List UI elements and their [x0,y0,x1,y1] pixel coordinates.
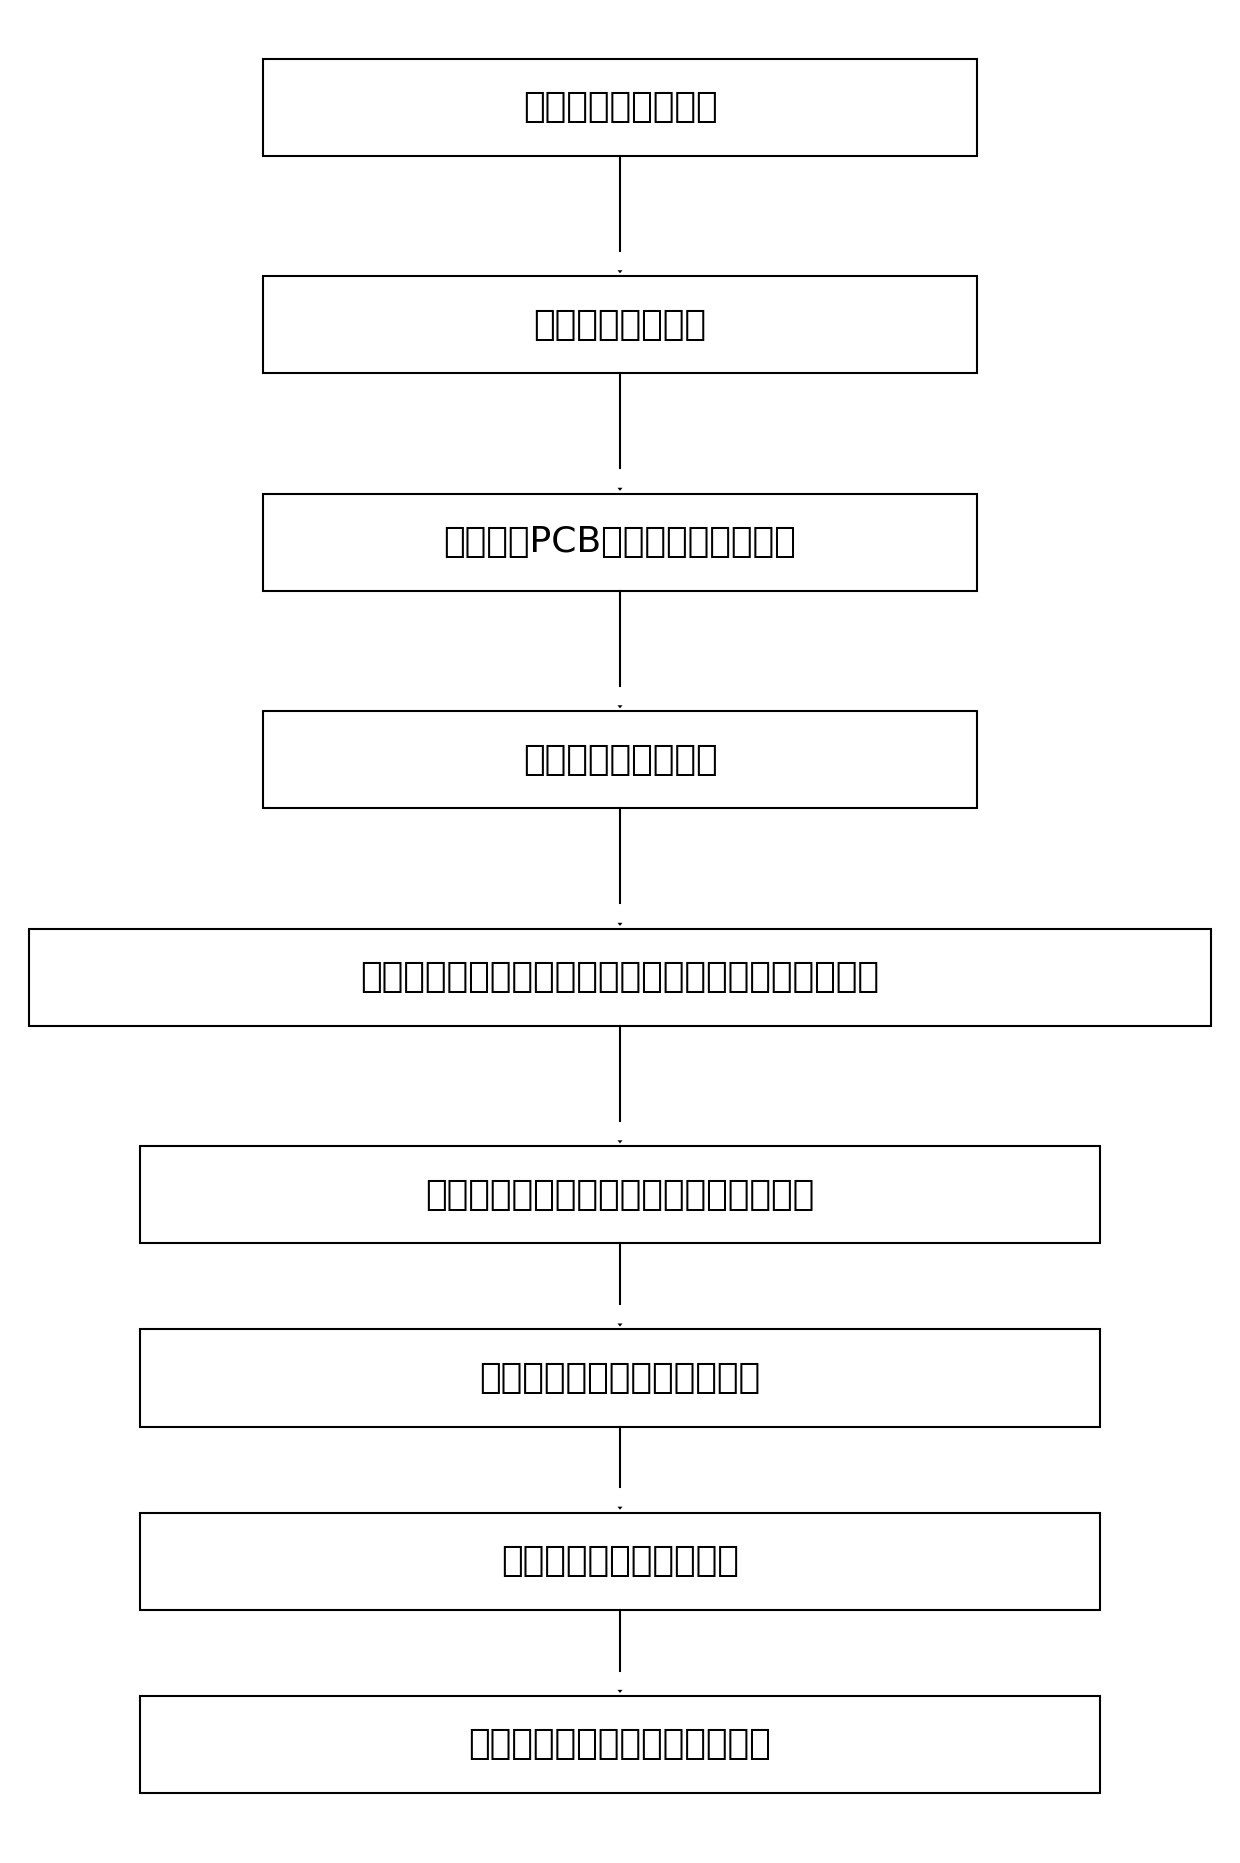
Text: 开展重离子微束辐照试验: 开展重离子微束辐照试验 [501,1544,739,1578]
Text: 试验系统的连接装配: 试验系统的连接装配 [523,743,717,777]
Bar [29,928,1211,1027]
Text: 进行重离子微束辐照装置的出束位置定位: 进行重离子微束辐照装置的出束位置定位 [425,1177,815,1211]
Bar [263,494,977,591]
Bar [263,58,977,156]
Text: 试验样品选择与测试: 试验样品选择与测试 [523,89,717,125]
Text: 记录并处理试验采集的全部数据: 记录并处理试验采集的全部数据 [469,1727,771,1761]
Text: 锗硅异质结晶体管重离子微束辐照试验的测试条件设置: 锗硅异质结晶体管重离子微束辐照试验的测试条件设置 [361,959,879,995]
Bar [140,1513,1100,1610]
Bar [140,1695,1100,1792]
Bar [263,276,977,373]
Bar [140,1146,1100,1243]
Bar [263,712,977,809]
Text: 设置入射重离子的种类与能量: 设置入射重离子的种类与能量 [480,1362,760,1395]
Text: 印刷电路PCB测试板的制作与检验: 印刷电路PCB测试板的制作与检验 [444,525,796,559]
Text: 器件试验前预处理: 器件试验前预处理 [533,307,707,341]
Bar [140,1330,1100,1427]
